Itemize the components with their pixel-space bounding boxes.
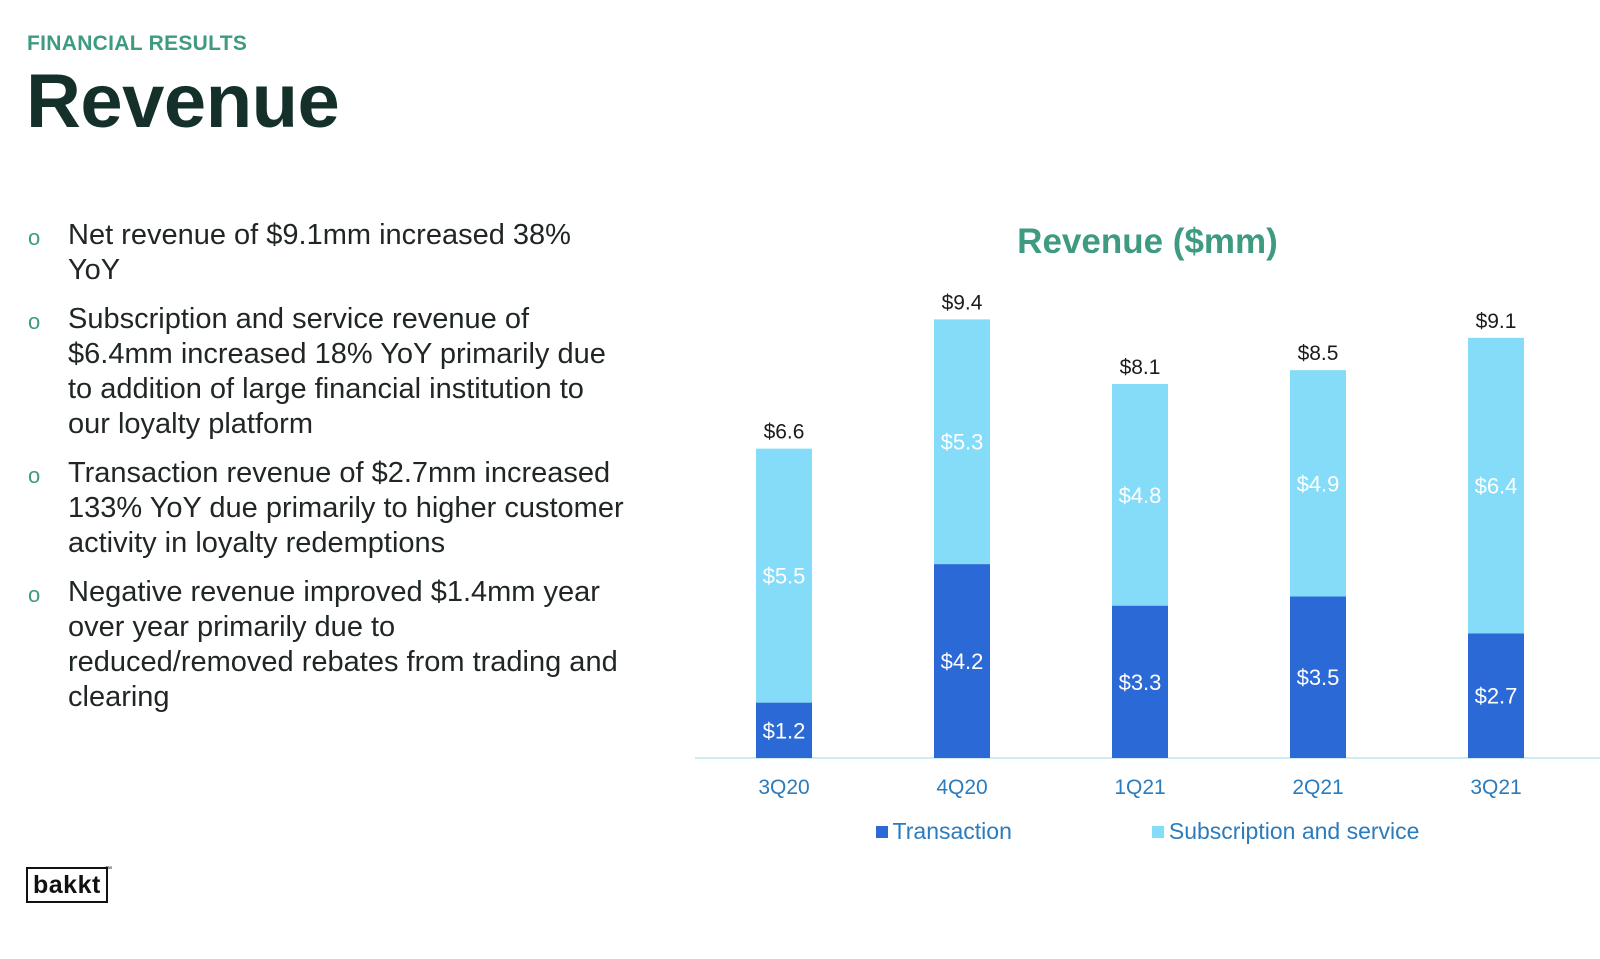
- total-label: $9.4: [942, 291, 983, 314]
- bullet-marker: o: [28, 309, 41, 334]
- data-label: $3.5: [1297, 665, 1340, 690]
- chart-title: Revenue ($mm): [1017, 222, 1278, 261]
- bullet-item: o Negative revenue improved $1.4mm year …: [28, 575, 628, 715]
- data-label: $4.8: [1119, 483, 1162, 508]
- section-eyebrow: FINANCIAL RESULTS: [27, 32, 248, 55]
- data-label: $6.4: [1475, 474, 1518, 499]
- data-label: $2.7: [1475, 684, 1518, 709]
- x-tick-label: 3Q21: [1470, 776, 1521, 799]
- trademark-mark: ™: [105, 866, 112, 873]
- chart-svg: $1.2 $5.5 $6.6 3Q20 $4.2 $5.3 $9.4 4Q20 $3.3 $4.8…: [695, 291, 1600, 799]
- bar-subscription-1Q21: [1112, 384, 1168, 606]
- bar-subscription-3Q21: [1468, 337, 1524, 634]
- data-label: $1.2: [763, 718, 806, 743]
- revenue-chart: Revenue ($mm) $1.2 $5.5 $6.6 3Q20 $4.2 $5.3 $9…: [695, 210, 1600, 870]
- x-tick-label: 4Q20: [936, 776, 987, 799]
- bullet-text: Negative revenue improved $1.4mm year ov…: [68, 576, 618, 713]
- x-tick-label: 2Q21: [1292, 776, 1343, 799]
- bullet-marker: o: [28, 225, 41, 250]
- data-label: $4.2: [941, 649, 984, 674]
- bar-transaction-3Q20: [756, 702, 812, 758]
- legend-swatch-subscription: [1151, 825, 1164, 838]
- legend-item-transaction: Transaction: [875, 818, 1012, 845]
- bullet-list: o Net revenue of $9.1mm increased 38% Yo…: [28, 218, 628, 729]
- chart-legend: Transaction Subscription and service: [695, 818, 1600, 845]
- bullet-text: Subscription and service revenue of $6.4…: [68, 303, 606, 440]
- data-label: $5.5: [763, 564, 806, 589]
- legend-label: Transaction: [892, 818, 1012, 844]
- bullet-marker: o: [28, 463, 41, 488]
- bullet-item: o Subscription and service revenue of $6…: [28, 302, 628, 442]
- bar-subscription-4Q20: [934, 319, 990, 565]
- bar-subscription-3Q20: [756, 448, 812, 703]
- bar-transaction-3Q21: [1468, 633, 1524, 758]
- total-label: $8.5: [1298, 342, 1339, 365]
- data-label: $3.3: [1119, 670, 1162, 695]
- bar-subscription-2Q21: [1290, 370, 1346, 597]
- total-label: $9.1: [1476, 310, 1517, 333]
- bar-transaction-2Q21: [1290, 596, 1346, 758]
- total-label: $6.6: [764, 421, 805, 444]
- bullet-text: Net revenue of $9.1mm increased 38% YoY: [68, 219, 571, 286]
- page-title: Revenue: [26, 59, 340, 144]
- legend-label: Subscription and service: [1168, 818, 1420, 844]
- bullet-marker: o: [28, 582, 41, 607]
- bullet-item: o Transaction revenue of $2.7mm increase…: [28, 456, 628, 561]
- bar-transaction-1Q21: [1112, 605, 1168, 758]
- x-tick-label: 1Q21: [1114, 776, 1165, 799]
- bar-transaction-4Q20: [934, 564, 990, 758]
- bullet-text: Transaction revenue of $2.7mm increased …: [68, 457, 624, 559]
- data-label: $5.3: [941, 430, 984, 455]
- x-tick-label: 3Q20: [758, 776, 809, 799]
- data-label: $4.9: [1297, 471, 1340, 496]
- legend-item-subscription: Subscription and service: [1151, 818, 1420, 845]
- bakkt-logo: bakkt: [26, 867, 108, 903]
- legend-swatch-transaction: [875, 825, 888, 838]
- total-label: $8.1: [1120, 356, 1161, 379]
- bullet-item: o Net revenue of $9.1mm increased 38% Yo…: [28, 218, 628, 288]
